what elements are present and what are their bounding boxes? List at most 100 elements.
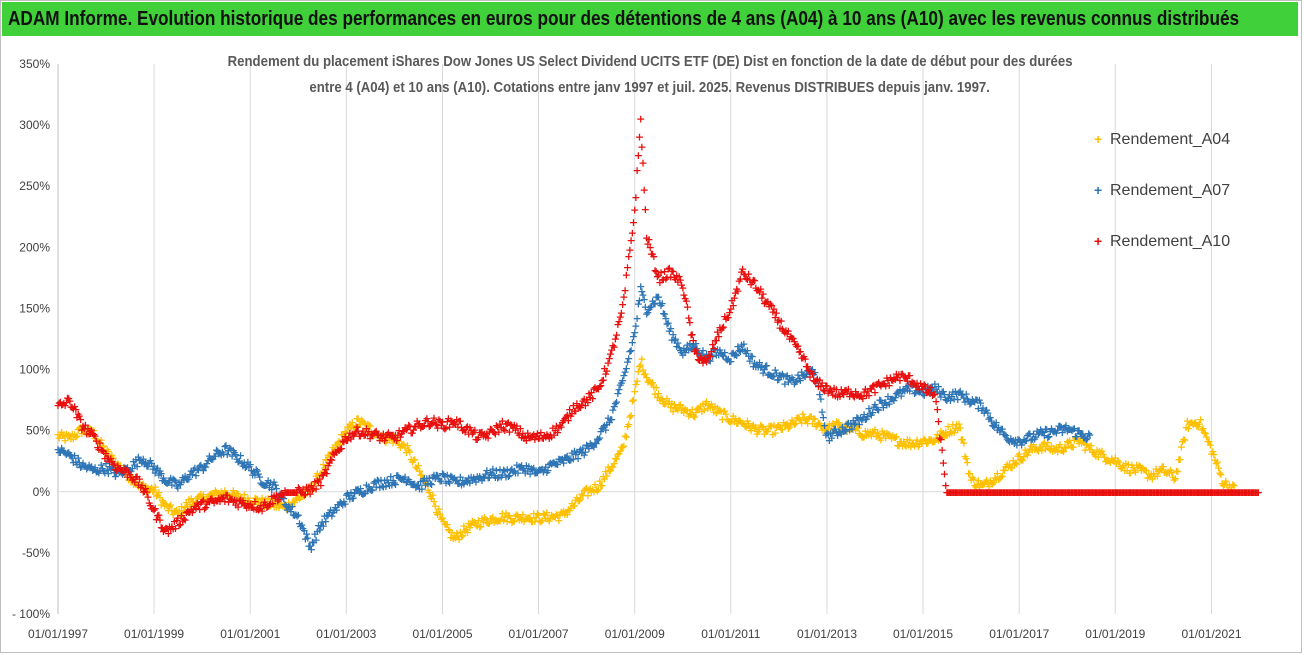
data-point: + (278, 491, 287, 504)
data-point: + (820, 419, 829, 432)
data-point: + (610, 400, 619, 413)
data-point: + (103, 452, 112, 465)
data-point: + (55, 397, 64, 410)
data-point: + (1173, 465, 1182, 478)
data-point: + (256, 499, 265, 512)
data-point: + (529, 462, 538, 475)
data-point: + (320, 510, 329, 523)
data-point: + (630, 385, 639, 398)
data-point: + (658, 274, 667, 287)
data-point: + (493, 515, 502, 528)
data-point: + (616, 311, 625, 324)
data-point: + (284, 496, 293, 509)
data-point: + (701, 351, 710, 364)
data-point: + (629, 393, 638, 406)
data-point: + (398, 439, 407, 452)
data-point: + (81, 419, 90, 432)
data-point: + (900, 384, 909, 397)
data-point: + (136, 481, 145, 494)
data-point: + (685, 407, 694, 420)
data-point: + (1173, 486, 1182, 499)
data-point: + (828, 389, 837, 402)
data-point: + (809, 374, 818, 387)
data-point: + (429, 412, 438, 425)
data-point: + (907, 375, 916, 388)
data-point: + (1169, 473, 1178, 486)
data-point: + (437, 475, 446, 488)
data-point: + (381, 480, 390, 493)
data-point: + (1039, 486, 1048, 499)
data-point: + (1206, 486, 1215, 499)
data-point: + (764, 368, 773, 381)
data-point: + (397, 427, 406, 440)
data-point: + (768, 370, 777, 383)
data-point: + (541, 460, 550, 473)
data-point: + (70, 449, 79, 462)
data-point: + (386, 431, 395, 444)
data-point: + (1063, 435, 1072, 448)
data-point: + (999, 464, 1008, 477)
data-point: + (471, 433, 480, 446)
data-point: + (746, 424, 755, 437)
data-point: + (791, 338, 800, 351)
data-point: + (1160, 466, 1169, 479)
data-point: + (1214, 462, 1223, 475)
data-point: + (453, 530, 462, 543)
data-point: + (483, 517, 492, 530)
data-point: + (168, 508, 177, 521)
data-point: + (766, 298, 775, 311)
y-tick-label: 250% (19, 179, 50, 193)
data-point: + (653, 391, 662, 404)
data-point: + (999, 486, 1008, 499)
data-point: + (101, 447, 110, 460)
data-point: + (202, 457, 211, 470)
data-point: + (339, 495, 348, 508)
data-point: + (1100, 486, 1109, 499)
data-point: + (337, 428, 346, 441)
data-point: + (289, 509, 298, 522)
data-point: + (83, 422, 92, 435)
data-point: + (161, 522, 170, 535)
data-point: + (655, 276, 664, 289)
data-point: + (167, 479, 176, 492)
data-point: + (977, 404, 986, 417)
data-point: + (428, 416, 437, 429)
data-point: + (351, 483, 360, 496)
data-point: + (702, 348, 711, 361)
data-point: + (827, 432, 836, 445)
data-point: + (704, 354, 713, 367)
data-point: + (524, 460, 533, 473)
data-point: + (801, 370, 810, 383)
chart-title-line2: entre 4 (A04) et 10 ans (A10). Cotations… (309, 79, 991, 96)
data-point: + (867, 383, 876, 396)
data-point: + (678, 402, 687, 415)
data-point: + (739, 337, 748, 350)
data-point: + (170, 505, 179, 518)
data-point: + (1213, 456, 1222, 469)
data-point: + (200, 493, 209, 506)
data-point: + (796, 345, 805, 358)
data-point: + (882, 427, 891, 440)
data-point: + (652, 290, 661, 303)
data-point: + (665, 395, 674, 408)
data-point: + (188, 506, 197, 519)
data-point: + (674, 399, 683, 412)
data-point: + (382, 428, 391, 441)
data-point: + (698, 356, 707, 369)
data-point: + (840, 384, 849, 397)
data-point: + (671, 402, 680, 415)
data-point: + (1107, 486, 1116, 499)
data-point: + (946, 394, 955, 407)
data-point: + (671, 333, 680, 346)
data-point: + (620, 284, 629, 297)
data-point: + (614, 383, 623, 396)
data-point: + (774, 314, 783, 327)
data-point: + (661, 272, 670, 285)
data-point: + (116, 464, 125, 477)
data-point: + (82, 428, 91, 441)
data-point: + (271, 496, 280, 509)
data-point: + (363, 418, 372, 431)
data-point: + (272, 488, 281, 501)
data-point: + (506, 464, 515, 477)
data-point: + (506, 512, 515, 525)
